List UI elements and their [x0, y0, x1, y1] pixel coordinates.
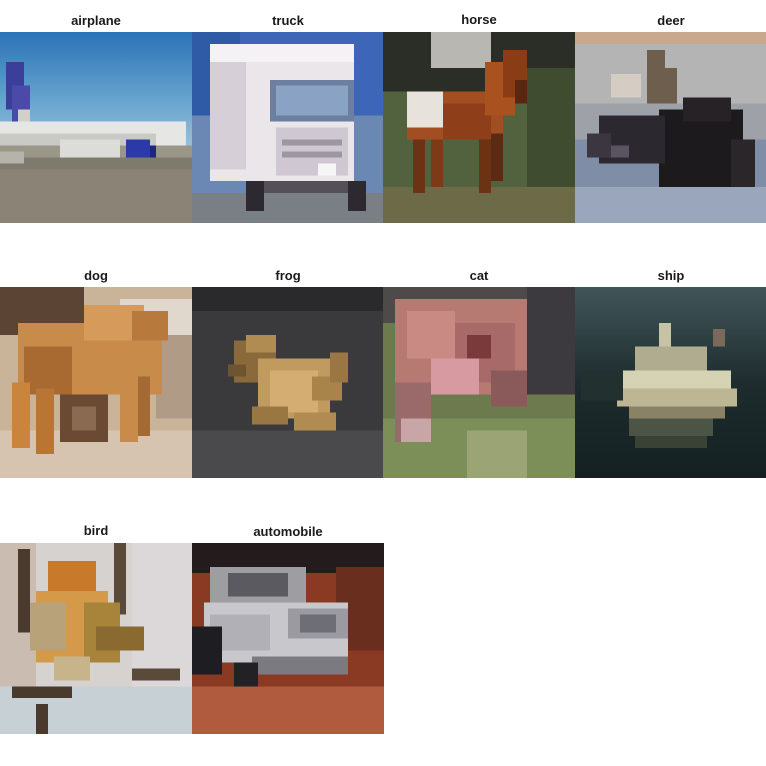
image-tile-airplane: airplane	[0, 11, 192, 223]
tile-title: cat	[469, 268, 489, 283]
image-tile-frog: frog	[192, 266, 384, 478]
tile-title: frog	[275, 268, 301, 283]
tile-title: dog	[84, 268, 108, 283]
tile-title: horse	[461, 12, 497, 27]
dog-image	[0, 287, 192, 478]
tile-title: airplane	[71, 13, 121, 28]
tile-title: deer	[657, 13, 685, 28]
frog-image	[192, 287, 384, 478]
image-tile-automobile: automobile	[192, 522, 384, 734]
image-tile-ship: ship	[575, 266, 766, 478]
tile-title: automobile	[253, 524, 323, 539]
horse-image	[383, 32, 575, 223]
airplane-image	[0, 32, 192, 223]
tile-title: truck	[272, 13, 304, 28]
ship-image	[575, 287, 766, 478]
automobile-image	[192, 543, 384, 734]
image-tile-truck: truck	[192, 11, 384, 223]
tile-title: ship	[657, 268, 685, 283]
image-tile-cat: cat	[383, 266, 575, 478]
deer-image	[575, 32, 766, 223]
cat-image	[383, 287, 575, 478]
image-tile-horse: horse	[383, 10, 575, 223]
image-tile-dog: dog	[0, 266, 192, 478]
image-tile-deer: deer	[575, 11, 766, 223]
tile-title: bird	[83, 523, 109, 538]
image-tile-bird: bird	[0, 521, 192, 734]
bird-image	[0, 543, 192, 734]
truck-image	[192, 32, 384, 223]
